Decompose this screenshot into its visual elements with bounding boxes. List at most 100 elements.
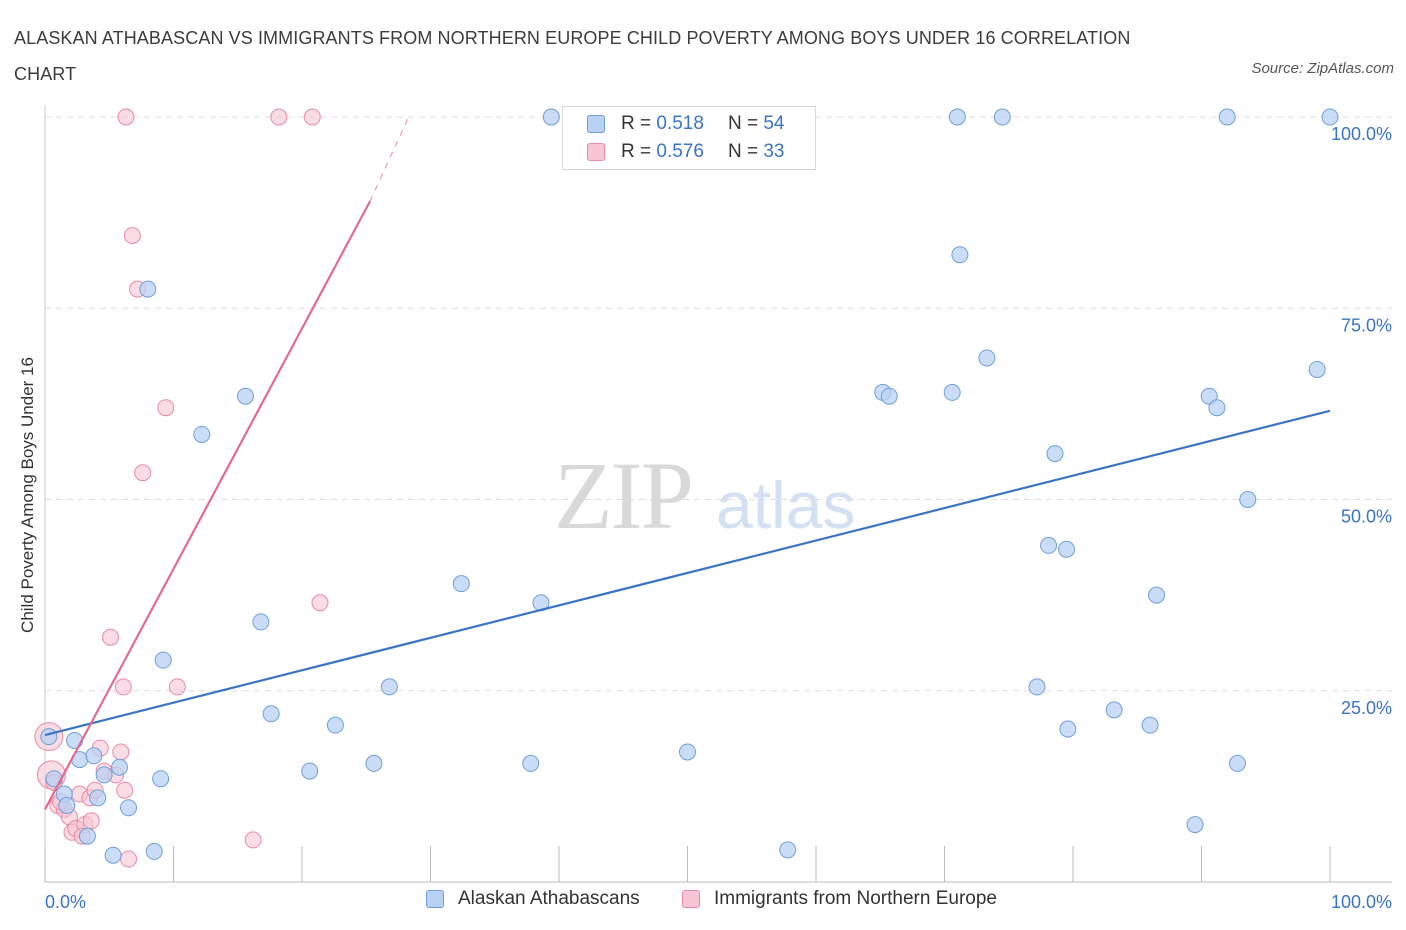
data-point-athabascans	[78, 827, 96, 845]
data-point-athabascans	[978, 349, 996, 367]
data-point-athabascans	[779, 841, 797, 859]
data-point-athabascans	[1208, 399, 1226, 417]
data-point-athabascans	[1321, 108, 1339, 126]
watermark: ZIP atlas	[554, 442, 855, 549]
data-point-immigrants	[123, 227, 141, 245]
data-point-athabascans	[1046, 445, 1064, 463]
y-tick-label: 25.0%	[1341, 698, 1392, 718]
tick-labels: 25.0% 50.0% 75.0% 100.0% 0.0% 100.0%	[45, 124, 1392, 912]
data-point-athabascans	[1141, 716, 1159, 734]
stats-legend: R = 0.518 N = 54 R = 0.576 N = 33	[562, 106, 816, 170]
data-point-athabascans	[1228, 754, 1246, 772]
data-point-athabascans	[542, 108, 560, 126]
data-point-athabascans	[104, 846, 122, 864]
data-point-athabascans	[880, 387, 898, 405]
data-point-athabascans	[1186, 816, 1204, 834]
legend-label-immigrants: Immigrants from Northern Europe	[714, 888, 997, 909]
data-point-immigrants	[114, 678, 132, 696]
data-point-athabascans	[193, 425, 211, 443]
legend-r-value-pink: 0.576	[656, 141, 704, 162]
data-point-immigrants	[116, 781, 134, 799]
legend-n-value-pink: 33	[763, 141, 785, 162]
data-point-athabascans	[85, 747, 103, 765]
data-point-immigrants	[117, 108, 135, 126]
data-point-athabascans	[1040, 536, 1058, 554]
legend-swatch-pink	[587, 143, 605, 161]
data-point-athabascans	[948, 108, 966, 126]
y-tick-label: 50.0%	[1341, 507, 1392, 527]
legend-item-athabascans: Alaskan Athabascans	[426, 888, 640, 910]
x-tick-label-min: 0.0%	[45, 892, 86, 912]
data-point-athabascans	[1059, 720, 1077, 738]
watermark-atlas: atlas	[716, 468, 855, 542]
data-point-athabascans	[145, 842, 163, 860]
data-point-athabascans	[66, 731, 84, 749]
data-point-athabascans	[452, 575, 470, 593]
legend-swatch-pink	[682, 890, 700, 908]
trend-line-immigrants-extension	[369, 116, 410, 202]
data-point-athabascans	[1105, 701, 1123, 719]
data-point-athabascans	[301, 762, 319, 780]
data-point-athabascans	[120, 799, 138, 817]
legend-swatch-blue	[587, 115, 605, 133]
trend-line-immigrants	[44, 200, 372, 810]
data-point-immigrants	[270, 108, 288, 126]
series-athabascans-points	[40, 108, 1339, 864]
data-point-athabascans	[522, 754, 540, 772]
data-point-athabascans	[993, 108, 1011, 126]
data-point-immigrants	[168, 678, 186, 696]
data-point-immigrants	[311, 594, 329, 612]
data-point-immigrants	[157, 399, 175, 417]
data-point-athabascans	[58, 797, 76, 814]
data-point-athabascans	[365, 754, 383, 772]
data-point-athabascans	[326, 716, 344, 734]
y-tick-label: 100.0%	[1331, 124, 1392, 144]
data-point-athabascans	[1058, 540, 1076, 558]
data-point-immigrants	[102, 628, 120, 646]
data-point-athabascans	[1028, 678, 1046, 696]
legend-r-label: R =	[621, 141, 652, 162]
legend-item-immigrants: Immigrants from Northern Europe	[682, 888, 997, 910]
x-tick-label-max: 100.0%	[1331, 892, 1392, 912]
data-point-athabascans	[236, 387, 254, 405]
watermark-zip: ZIP	[554, 442, 692, 549]
data-point-athabascans	[252, 613, 270, 631]
data-point-immigrants	[112, 743, 130, 761]
data-point-immigrants	[82, 812, 100, 830]
legend-row-immigrants: R = 0.576 N = 33	[587, 139, 784, 165]
data-point-athabascans	[1148, 586, 1166, 604]
data-point-athabascans	[111, 758, 129, 776]
data-point-immigrants	[134, 464, 152, 482]
legend-n-label: N =	[727, 141, 759, 162]
chart-source: Source: ZipAtlas.com	[1251, 60, 1394, 77]
data-point-athabascans	[1239, 491, 1257, 508]
data-point-athabascans	[139, 280, 157, 298]
legend-swatch-blue	[426, 890, 444, 908]
data-point-athabascans	[951, 246, 969, 264]
data-point-athabascans	[943, 383, 961, 401]
legend-n-label: N =	[727, 113, 759, 134]
data-point-immigrants	[303, 108, 321, 126]
data-point-athabascans	[89, 789, 107, 807]
legend-n-value-blue: 54	[763, 113, 785, 134]
data-point-athabascans	[1308, 360, 1326, 378]
legend-r-label: R =	[621, 113, 652, 134]
legend-row-athabascans: R = 0.518 N = 54	[587, 111, 784, 137]
legend-r-value-blue: 0.518	[656, 113, 704, 134]
data-point-athabascans	[95, 766, 113, 784]
axes	[44, 105, 1392, 883]
trend-lines	[44, 116, 1331, 810]
chart-title: ALASKAN ATHABASCAN VS IMMIGRANTS FROM NO…	[14, 28, 1131, 84]
data-point-athabascans	[262, 705, 280, 723]
data-point-athabascans	[40, 728, 58, 746]
data-point-athabascans	[380, 678, 398, 696]
data-point-athabascans	[679, 743, 696, 761]
y-tick-label: 75.0%	[1341, 315, 1392, 335]
data-point-athabascans	[1218, 108, 1236, 126]
trend-line-athabascans	[44, 409, 1331, 737]
data-point-immigrants	[120, 850, 138, 868]
data-point-athabascans	[154, 651, 172, 669]
legend-label-athabascans: Alaskan Athabascans	[458, 888, 640, 909]
data-point-athabascans	[152, 770, 170, 788]
